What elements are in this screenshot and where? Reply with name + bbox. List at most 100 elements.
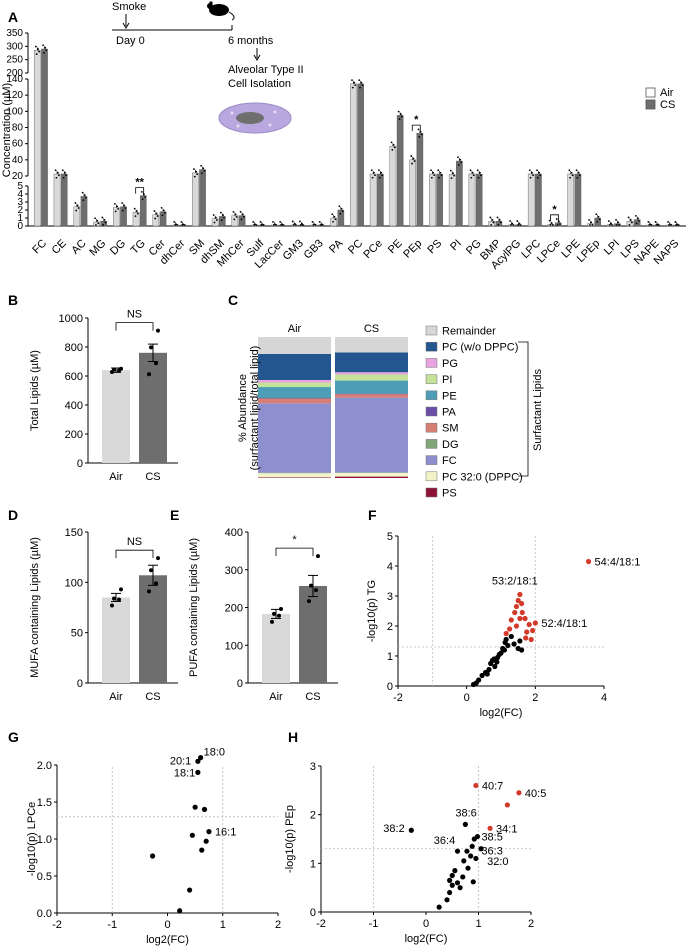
data-point	[470, 176, 473, 179]
tick-label-y: 0	[237, 678, 243, 690]
tick-label-a-pep: PEp	[401, 237, 424, 260]
data-point	[654, 221, 657, 223]
data-point	[239, 210, 242, 213]
data-point	[214, 216, 217, 219]
data-point	[675, 224, 678, 226]
legend-swatch-ps	[425, 487, 438, 498]
point-label-54-4-18-1: 54:4/18:1	[595, 557, 641, 569]
axis-xlabel: log2(FC)	[405, 933, 448, 945]
significance-mark: **	[135, 177, 144, 189]
data-point	[219, 211, 222, 214]
data-point	[176, 224, 179, 226]
bar-sm-cs	[199, 169, 206, 227]
data-point	[628, 224, 631, 226]
point-nonsignificant	[501, 647, 508, 653]
data-point	[677, 224, 680, 226]
point-nonsignificant	[494, 659, 500, 665]
point-nonsignificant	[519, 647, 525, 653]
data-point	[358, 79, 361, 81]
tick-label-x: 1	[475, 918, 481, 930]
point-nonsignificant	[511, 641, 517, 647]
data-point	[279, 607, 283, 612]
point-label-36-3: 36:3	[481, 845, 502, 857]
data-point	[234, 213, 237, 216]
data-point	[122, 209, 124, 212]
data-point	[275, 224, 278, 226]
legend-swatch-dg	[425, 439, 438, 449]
data-point	[134, 215, 137, 218]
point-significant	[526, 621, 532, 628]
data-point	[597, 215, 600, 218]
axis-xlabel: log2(FC)	[480, 707, 523, 719]
tick-label-y: 800	[65, 342, 83, 354]
data-point	[156, 215, 159, 217]
point-significant	[512, 609, 518, 616]
tick-label-a: 4	[17, 189, 23, 200]
tick-label-y: 3	[310, 761, 316, 773]
data-point	[195, 170, 198, 173]
bar-lpe-cs	[574, 173, 582, 227]
data-point	[667, 221, 670, 223]
data-point	[270, 619, 274, 624]
data-point	[529, 176, 532, 179]
data-point	[193, 168, 195, 171]
point-nonsignificant	[449, 872, 455, 879]
tick-label-a-ce: CE	[50, 237, 69, 256]
tick-label-y: 2	[387, 621, 393, 633]
significance-label: NS	[127, 536, 142, 548]
bar-air	[102, 370, 130, 463]
bar-lpe-air	[567, 173, 575, 227]
data-point	[114, 202, 116, 205]
data-point	[438, 176, 440, 179]
data-point	[42, 44, 44, 47]
data-point	[615, 224, 618, 226]
chart-e-pufa: 0 100 200 300 400 PUFA containing Lipids (µM)…	[188, 527, 338, 703]
isolation-line2: Cell Isolation	[228, 78, 291, 90]
bar-pa-cs	[337, 209, 345, 227]
bar-air	[262, 613, 290, 683]
chart-b-total-lipids: 0 200 400 600 800 1000 Total Lipids (µM) Air CS N…	[29, 309, 178, 483]
bar-ps-cs	[436, 173, 443, 227]
data-point	[648, 224, 651, 226]
data-point	[548, 219, 551, 222]
tick-label-y: 0	[77, 458, 83, 470]
data-point	[433, 174, 436, 177]
data-point	[77, 207, 80, 209]
data-point	[114, 210, 117, 213]
axis-ylabel-line1: % Abundance	[237, 374, 249, 442]
bar-pe-air	[389, 145, 397, 227]
data-point	[45, 49, 48, 52]
point-label-36-4: 36:4	[434, 835, 455, 847]
data-point	[110, 603, 114, 608]
legend-swatch-air	[645, 87, 656, 98]
data-point	[371, 176, 374, 179]
legend-swatch-pi	[425, 374, 438, 384]
data-point	[450, 177, 453, 180]
point-nonsignificant	[198, 755, 204, 761]
tick-label-a: 120	[6, 90, 23, 101]
point-significant	[522, 615, 528, 622]
data-point	[570, 171, 573, 174]
legend-label-pg: PG	[442, 358, 458, 370]
legend-label-remainder: Remainder	[442, 326, 496, 338]
data-point	[144, 195, 146, 198]
legend-swatch-cs	[645, 99, 656, 110]
bar-pep-air	[409, 159, 416, 227]
data-point	[539, 174, 542, 177]
legend-swatch-fc	[425, 455, 438, 465]
data-point	[136, 212, 139, 215]
significance-mark: *	[414, 114, 419, 126]
data-point	[590, 221, 593, 224]
significance-bracket	[275, 547, 314, 557]
point-nonsignificant	[454, 848, 461, 854]
tick-label-a-ps: PS	[425, 237, 444, 256]
tick-label-a-pce: PCe	[361, 237, 385, 261]
bar-ac-cs	[80, 196, 88, 227]
point-nonsignificant	[203, 838, 209, 844]
data-point	[119, 587, 123, 592]
point-nonsignificant	[486, 666, 492, 673]
significance-bracket	[135, 187, 145, 194]
point-label-20-1: 20:1	[170, 755, 191, 767]
tick-label-a-dg: DG	[108, 237, 128, 257]
